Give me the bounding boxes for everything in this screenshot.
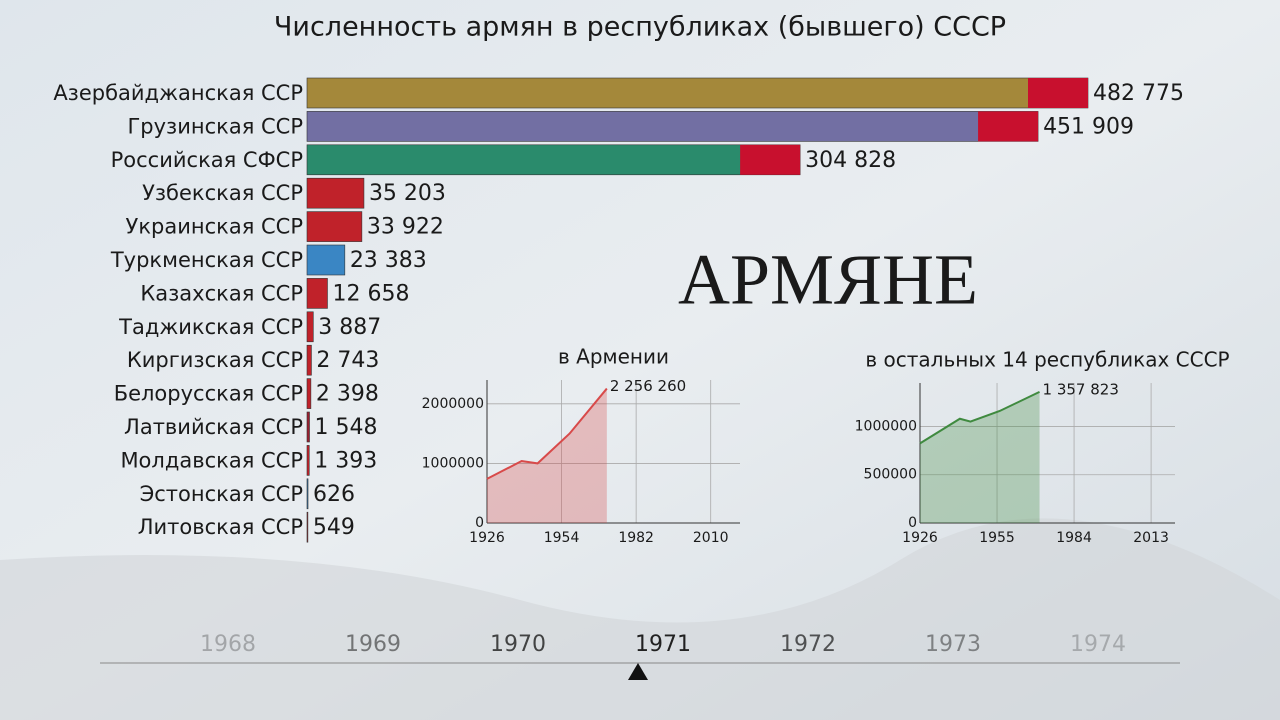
heading: АРМЯНЕ: [678, 240, 978, 320]
category-label: Киргизская ССР: [127, 348, 303, 372]
category-label: Белорусская ССР: [114, 382, 303, 406]
value-label: 2 743: [316, 348, 379, 373]
y-tick-label: 0: [475, 515, 484, 531]
value-label: 35 203: [369, 181, 446, 206]
flag: [978, 111, 1039, 142]
x-tick-label: 1982: [618, 530, 654, 546]
timeline-year: 1971: [635, 632, 691, 657]
timeline-year: 1974: [1070, 632, 1126, 657]
x-tick-label: 1984: [1056, 530, 1092, 546]
category-label: Туркменская ССР: [110, 248, 303, 272]
value-label: 626: [313, 482, 355, 507]
bar: [306, 445, 310, 476]
map-land: [0, 518, 1280, 720]
bar: [306, 511, 309, 543]
category-label: Эстонская ССР: [140, 482, 303, 506]
flag: [1028, 78, 1088, 108]
value-label: 1 357 823: [1043, 380, 1119, 398]
line: [486, 387, 608, 480]
value-label: 33 922: [367, 215, 444, 240]
value-label: 3 887: [318, 315, 381, 340]
bar: [306, 177, 365, 209]
value-label: 451 909: [1043, 114, 1134, 139]
value-label: 2 398: [316, 382, 379, 407]
category-label: Казахская ССР: [140, 281, 303, 305]
bar: [306, 378, 312, 409]
timeline-marker: [628, 663, 648, 680]
chart-title: Численность армян в республиках (бывшего…: [274, 12, 1006, 43]
category-label: Украинская ССР: [126, 215, 303, 239]
y-tick-label: 0: [908, 515, 917, 531]
bar: [306, 244, 346, 276]
bar: [306, 278, 328, 309]
category-label: Латвийская ССР: [124, 415, 303, 439]
line: [919, 390, 1040, 445]
x-tick-label: 2013: [1133, 530, 1169, 546]
bar: [306, 144, 801, 176]
category-label: Таджикская ССР: [118, 315, 303, 339]
category-label: Грузинская ССР: [127, 114, 303, 138]
value-label: 1 393: [314, 448, 377, 473]
timeline-year: 1968: [200, 632, 256, 657]
value-label: 1 548: [315, 415, 378, 440]
value-label: 23 383: [350, 248, 427, 273]
panel-title: в Армении: [558, 345, 669, 369]
bar: [306, 111, 1039, 142]
category-label: Литовская ССР: [138, 515, 303, 539]
bar: [306, 344, 312, 376]
timeline-year: 1969: [345, 632, 401, 657]
y-tick-label: 500000: [864, 467, 917, 483]
x-tick-label: 1926: [902, 530, 938, 546]
category-label: Российская СФСР: [111, 148, 303, 172]
bar: [306, 311, 314, 343]
bar: [306, 478, 309, 510]
value-label: 2 256 260: [610, 377, 686, 395]
category-label: Азербайджанская ССР: [53, 81, 303, 105]
x-tick-label: 1955: [979, 530, 1015, 546]
value-label: 12 658: [332, 281, 409, 306]
area: [920, 391, 1040, 523]
bar: [306, 211, 363, 242]
timeline-year: 1972: [780, 632, 836, 657]
x-tick-label: 1954: [544, 530, 580, 546]
y-tick-label: 2000000: [422, 396, 484, 412]
y-tick-label: 1000000: [855, 418, 917, 434]
timeline-year: 1970: [490, 632, 546, 657]
value-label: 304 828: [805, 148, 896, 173]
bar: [306, 77, 1089, 109]
flag: [740, 144, 801, 175]
panel-title: в остальных 14 республиках СССР: [865, 348, 1229, 372]
timeline-year: 1973: [925, 632, 981, 657]
x-tick-label: 2010: [693, 530, 729, 546]
value-label: 549: [313, 515, 355, 540]
y-tick-label: 1000000: [422, 455, 484, 471]
category-label: Молдавская ССР: [120, 448, 303, 472]
x-tick-label: 1926: [469, 530, 505, 546]
bar: [306, 411, 310, 443]
value-label: 482 775: [1093, 81, 1184, 106]
category-label: Узбекская ССР: [142, 181, 303, 205]
